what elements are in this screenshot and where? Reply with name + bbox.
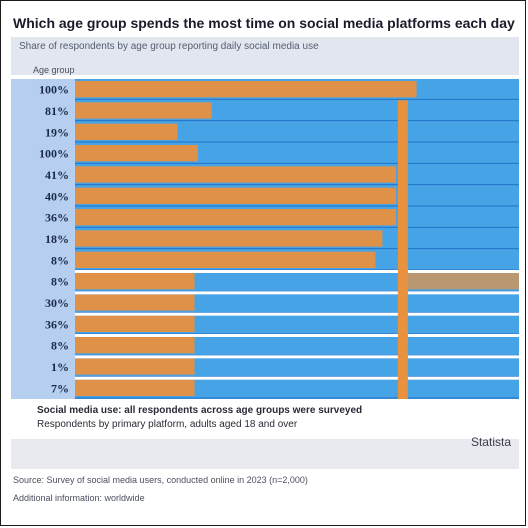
bar-10 xyxy=(75,294,195,311)
row-separator xyxy=(75,291,519,295)
bar-11 xyxy=(75,315,195,332)
bar-7 xyxy=(75,230,383,247)
label-panel xyxy=(11,79,75,399)
category-label-9: 8% xyxy=(51,275,69,289)
bar-1 xyxy=(75,102,212,119)
category-label-7: 18% xyxy=(45,232,69,246)
category-label-3: 100% xyxy=(39,147,69,161)
header-band xyxy=(11,37,519,75)
bar-0 xyxy=(75,81,417,98)
row-separator xyxy=(75,312,519,316)
chart-note-primary: Social media use: all respondents across… xyxy=(37,405,363,416)
credit-note: Additional information: worldwide xyxy=(13,493,145,503)
source-note: Source: Survey of social media users, co… xyxy=(13,475,308,485)
bar-chart: 100% 81% 19% 100% 41% 40% 36% 18% 8% 8% 30% 36% 8% 1%… xyxy=(11,79,519,399)
marker-line xyxy=(397,100,408,399)
brand-logo: Statista xyxy=(470,435,511,449)
footer-band xyxy=(11,439,519,469)
row-separator xyxy=(75,376,519,380)
bar-13 xyxy=(75,358,195,375)
bar-3 xyxy=(75,145,198,162)
category-label-0: 100% xyxy=(39,83,69,97)
bar-9 xyxy=(75,273,195,290)
category-label-8: 8% xyxy=(51,253,69,267)
category-label-11: 36% xyxy=(45,317,69,331)
category-label-10: 30% xyxy=(45,296,69,310)
row-separator xyxy=(75,334,519,337)
category-label-5: 40% xyxy=(45,189,69,203)
category-label-12: 8% xyxy=(51,339,69,353)
bar-secondary-9 xyxy=(402,273,519,290)
category-label-14: 7% xyxy=(51,381,69,395)
bar-5 xyxy=(75,187,397,204)
bar-12 xyxy=(75,337,195,354)
chart-subtitle: Share of respondents by age group report… xyxy=(19,41,319,52)
category-label-2: 19% xyxy=(45,125,69,139)
bar-8 xyxy=(75,251,376,268)
bar-14 xyxy=(75,379,195,396)
category-label-13: 1% xyxy=(51,360,69,374)
bar-6 xyxy=(75,209,397,226)
chart-note-secondary: Respondents by primary platform, adults … xyxy=(37,419,298,430)
bar-2 xyxy=(75,123,178,140)
category-label-4: 41% xyxy=(45,168,69,182)
category-label-1: 81% xyxy=(45,104,69,118)
category-axis-label: Age group xyxy=(33,65,75,75)
chart-title: Which age group spends the most time on … xyxy=(13,15,515,31)
bar-4 xyxy=(75,166,397,183)
row-separator xyxy=(75,270,519,273)
category-label-6: 36% xyxy=(45,211,69,225)
row-separator xyxy=(75,355,519,359)
